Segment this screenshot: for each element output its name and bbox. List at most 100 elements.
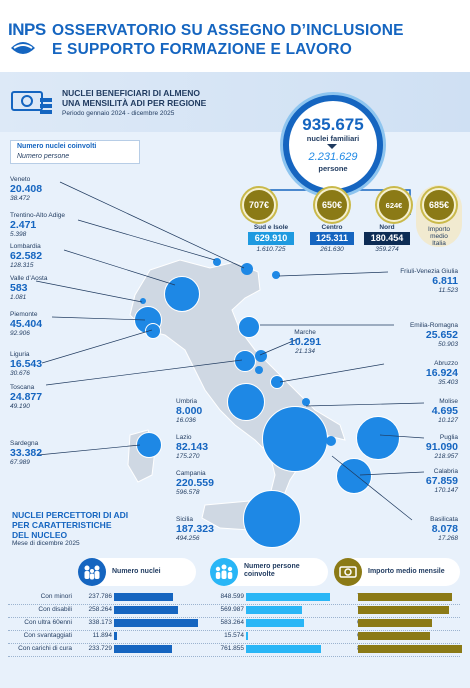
region-toscana: Toscana 24.877 49.190 (10, 384, 42, 410)
region-calabria: Calabria 67.859 170.147 (426, 468, 458, 494)
region-name: Abruzzo (434, 360, 458, 367)
region-persone: 11.523 (438, 287, 458, 294)
region-trentino: Trentino-Alto Adige 2.471 5.398 (10, 212, 65, 238)
row-divider (8, 604, 460, 605)
region-emilia-romagna: Emilia-Romagna 25.652 50.903 (410, 322, 458, 348)
region-persone: 21.134 (295, 348, 315, 355)
bubble-basilicata (326, 436, 336, 446)
region-piemonte: Piemonte 45.404 92.906 (10, 311, 42, 337)
page-title-line2: E SUPPORTO FORMAZIONE E LAVORO (52, 41, 352, 58)
column-header-importo: Importo medio mensile (334, 558, 460, 586)
page-title-line1: OSSERVATORIO SU ASSEGNO D’INCLUSIONE (52, 22, 404, 39)
down-arrow-icon (327, 144, 337, 149)
region-persone: 175.270 (176, 453, 200, 460)
value-label: 338.173 (88, 619, 113, 626)
bubble-liguria (145, 323, 161, 339)
region-friuli: Friuli-Venezia Giulia 6.811 11.523 (400, 268, 458, 294)
region-campania: Campania 220.559 596.578 (176, 470, 214, 496)
region-name: Piemonte (10, 311, 38, 318)
bar (114, 619, 198, 627)
region-name: Toscana (10, 384, 35, 391)
italy-average-amount: 685€ (422, 188, 456, 222)
region-nuclei: 8.000 (176, 405, 203, 417)
people-icon (210, 558, 238, 586)
region-persone: 218.957 (434, 453, 459, 460)
region-name: Marche (294, 329, 316, 336)
area-nuclei-sud: 629.910 (248, 232, 294, 245)
section-banner (0, 72, 470, 132)
inps-logo-icon (11, 42, 35, 54)
value-label: 15.574 (224, 632, 244, 639)
value-label: 258.264 (88, 606, 113, 613)
region-persone: 50.903 (438, 341, 458, 348)
row-divider (8, 630, 460, 631)
region-name: Emilia-Romagna (409, 322, 458, 329)
region-name: Sardegna (10, 440, 39, 447)
region-nuclei: 91.090 (425, 441, 458, 453)
region-persone: 1.081 (10, 294, 27, 301)
total-nuclei: 935.675 (302, 115, 364, 134)
region-nuclei: 45.404 (10, 318, 43, 330)
region-name: Molise (439, 398, 458, 405)
region-name: Veneto (10, 176, 31, 183)
coins-icon (334, 558, 362, 586)
region-nuclei: 16.924 (425, 367, 458, 379)
region-nuclei: 8.078 (431, 523, 458, 535)
region-nuclei: 82.143 (176, 441, 209, 453)
area-name-centro: Centro (321, 224, 343, 231)
region-name: Umbria (176, 398, 197, 405)
area-persone-sud: 1.610.725 (256, 246, 286, 253)
bar (246, 645, 322, 653)
region-nuclei: 220.559 (176, 477, 214, 489)
category-label: Con ultra 60enni (24, 619, 72, 626)
region-persone: 10.127 (438, 417, 458, 424)
area-persone-centro: 261.630 (320, 246, 344, 253)
bar (246, 606, 303, 614)
legend-subtitle: Numero persone (17, 153, 70, 160)
value-label: 569.987 (220, 606, 245, 613)
region-name: Sicilia (176, 516, 193, 523)
bubble-lazio (227, 383, 265, 421)
column-header-persone: Numero persone coinvolte (210, 558, 328, 586)
region-persone: 128.315 (10, 262, 34, 269)
bubble-valle-daosta (140, 298, 146, 304)
value-label: 237.786 (88, 593, 113, 600)
region-valle-daosta: Valle d’Aosta 583 1.081 (10, 275, 47, 301)
region-nuclei: 10.291 (289, 336, 322, 348)
region-abruzzo: Abruzzo 16.924 35.403 (426, 360, 458, 386)
column-label-nuclei: Numero nuclei (112, 568, 161, 575)
section-subtitle-line1: NUCLEI BENEFICIARI DI ALMENO (62, 88, 201, 98)
category-label: Con disabili (38, 606, 72, 613)
value-label: 848.599 (220, 593, 245, 600)
region-name: Valle d’Aosta (10, 275, 48, 282)
region-persone: 5.398 (10, 231, 27, 238)
region-umbria: Umbria 8.000 16.036 (176, 398, 202, 424)
area-name-sud: Sud e Isole (253, 224, 289, 231)
region-persone: 30.676 (10, 370, 30, 377)
area-nuclei-centro: 125.311 (310, 232, 354, 245)
column-label-persone-1: Numero persone (244, 563, 300, 570)
bubble-emilia-romagna (238, 316, 260, 338)
region-name: Calabria (433, 468, 458, 475)
bar (358, 593, 453, 601)
region-veneto: Veneto 20.408 38.472 (10, 176, 42, 202)
bar (114, 632, 117, 640)
region-nuclei: 20.408 (10, 183, 43, 195)
category-label: Con minori (40, 593, 72, 600)
region-nuclei: 4.695 (431, 405, 458, 417)
region-marche: Marche 10.291 21.134 (289, 329, 321, 355)
region-sardegna: Sardegna 33.382 67.989 (10, 440, 42, 466)
area-amount-sud: 707€ (242, 188, 276, 222)
legend-title: Numero nuclei coinvolti (17, 143, 97, 150)
bubble-sardegna (136, 432, 162, 458)
region-nuclei: 33.382 (10, 447, 43, 459)
region-molise: Molise 4.695 10.127 (432, 398, 458, 424)
money-icon (11, 91, 52, 114)
value-label: 761.855 (220, 645, 245, 652)
bar (114, 593, 174, 601)
region-persone: 17.268 (438, 535, 458, 542)
region-nuclei: 187.323 (176, 523, 214, 535)
italy-average-label-2: medio (430, 233, 448, 240)
region-name: Trentino-Alto Adige (10, 212, 66, 219)
